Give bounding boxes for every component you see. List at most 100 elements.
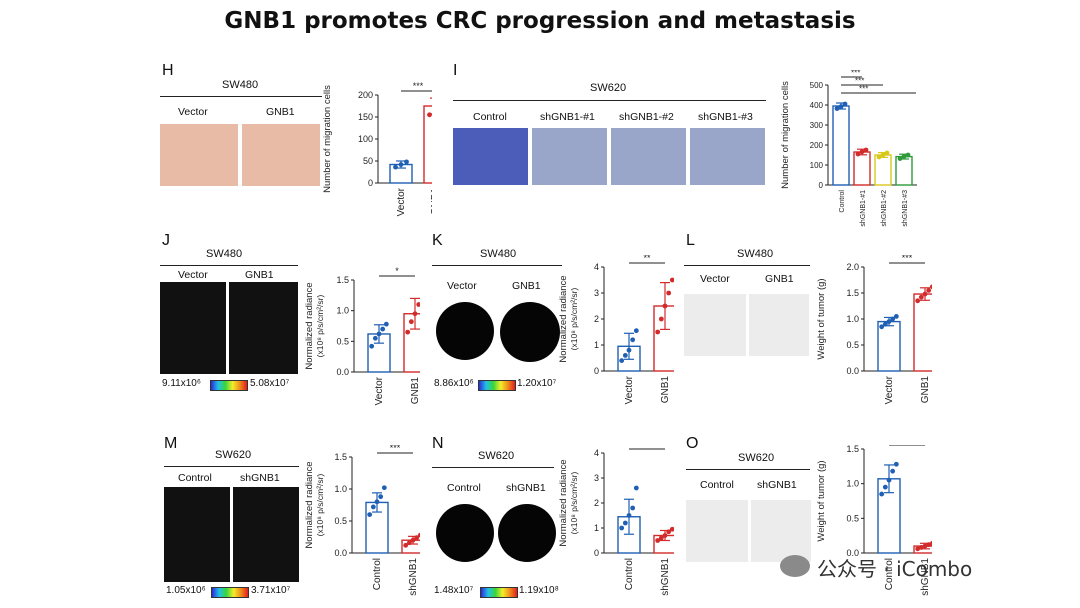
y-axis-label-h: Number of migration cells <box>322 85 333 193</box>
divider-o <box>686 469 810 470</box>
ex-vivo-image-vector <box>436 302 494 360</box>
data-point-o-0 <box>882 484 888 490</box>
y-tick-label-j: 1.0 <box>336 306 349 316</box>
x-tick-label-j-0: Vector <box>374 376 385 405</box>
y-tick-label-h: 50 <box>363 156 373 166</box>
group-label-i-3: shGNB1-#3 <box>698 111 753 123</box>
y-tick-label-n: 0 <box>594 548 599 558</box>
bar-chart-o: 0.0 0.5 1.0 1.5 Weight of tumor (g) Control sh… <box>816 445 932 596</box>
group-label-o-0: Control <box>700 479 734 491</box>
data-point-k-1 <box>669 277 674 283</box>
cell-line-n: SW620 <box>478 450 515 462</box>
transwell-image-gnb1 <box>242 124 320 186</box>
panel-label-i: I <box>453 62 458 79</box>
y-tick-label-k: 1 <box>594 340 599 350</box>
divider-i <box>453 100 766 101</box>
x-tick-label-l-0: Vector <box>884 375 895 404</box>
x-tick-label-j-1: GNB1 <box>410 377 420 405</box>
sig-label-h: *** <box>413 81 424 91</box>
y-axis-label-j: Normalized radiance <box>304 282 315 369</box>
data-point-k-0 <box>633 328 639 334</box>
x-tick-label-k-0: Vector <box>624 375 635 404</box>
data-point-i-1 <box>855 151 861 157</box>
data-point-j-0 <box>380 326 386 332</box>
data-point-j-1 <box>405 329 411 335</box>
bar-k-1 <box>653 305 674 372</box>
data-point-l-0 <box>879 324 885 330</box>
y-tick-label-k: 2 <box>594 314 599 324</box>
y-axis-unit-j: (x10⁸ p/s/cm²/sr) <box>315 295 325 358</box>
data-point-o-1 <box>918 545 924 550</box>
data-point-j-0 <box>383 321 389 327</box>
sig-label-i-2: *** <box>859 85 868 94</box>
y-tick-label-h: 100 <box>358 134 373 144</box>
data-point-j-0 <box>369 343 375 349</box>
bar-chart-n: 0 1 2 3 4 Normalized radiance (x10⁸ p/s/cm²/sr… <box>558 445 674 596</box>
data-point-l-1 <box>926 288 932 293</box>
data-point-k-1 <box>662 303 668 309</box>
data-point-m-0 <box>370 504 376 510</box>
data-point-i-2 <box>880 152 886 158</box>
group-label-h-1: GNB1 <box>266 106 295 118</box>
data-point-m-0 <box>367 512 373 517</box>
bar-chart-m: 0.0 0.5 1.0 1.5 Normalized radiance (x10⁸ p/s… <box>304 445 420 596</box>
group-label-l-1: GNB1 <box>765 273 794 285</box>
data-point-m-0 <box>378 494 384 500</box>
group-label-i-0: Control <box>473 111 507 123</box>
data-point-k-0 <box>622 353 628 358</box>
sig-label-i-1: *** <box>855 77 864 86</box>
y-tick-label-k: 0 <box>594 366 599 376</box>
data-point-k-1 <box>655 329 661 335</box>
y-tick-label-o: 0.5 <box>846 513 859 523</box>
ivis-image-control <box>164 487 230 582</box>
data-point-l-1 <box>929 284 932 290</box>
y-axis-unit-n: (x10⁸ p/s/cm²/sr) <box>569 472 579 535</box>
y-tick-label-h: 0 <box>368 178 373 188</box>
bar-h-1 <box>423 105 432 184</box>
colorbar-k <box>478 380 516 391</box>
divider-n <box>432 467 554 468</box>
data-point-i-0 <box>834 106 840 111</box>
bar-chart-h: 0 50 100 150 200 Number of migration cells Vec… <box>322 81 432 216</box>
data-point-l-0 <box>886 319 892 324</box>
x-tick-label-k-1: GNB1 <box>660 376 671 404</box>
x-tick-label-n-0: Control <box>624 558 635 590</box>
transwell-image-control <box>453 128 528 185</box>
x-tick-label-o-1: shGNB1 <box>920 558 931 596</box>
transwell-image-vector <box>160 124 238 186</box>
sig-label-j: * <box>395 266 399 276</box>
cell-line-l: SW480 <box>737 248 774 260</box>
x-tick-label-n-1: shGNB1 <box>660 558 671 596</box>
data-point-j-0 <box>376 331 382 337</box>
panel-label-m: M <box>164 435 178 452</box>
data-point-k-0 <box>626 347 632 353</box>
bar-i-3 <box>895 155 913 186</box>
data-point-i-1 <box>863 147 869 153</box>
scale-max-k: 1.20x10⁷ <box>517 378 557 389</box>
scale-max-m: 3.71x10⁷ <box>251 585 291 596</box>
data-point-m-0 <box>374 499 380 505</box>
data-point-k-0 <box>619 358 625 363</box>
y-tick-label-l: 2.0 <box>846 262 859 272</box>
scale-min-j: 9.11x10⁶ <box>162 378 201 389</box>
bar-n-1 <box>653 534 674 554</box>
x-tick-label-i-1: shGNB1-#1 <box>860 190 867 227</box>
data-point-o-1 <box>915 546 921 552</box>
bar-i-0 <box>832 105 850 186</box>
data-point-m-1 <box>406 540 412 546</box>
data-point-i-2 <box>876 154 882 160</box>
cell-line-i: SW620 <box>590 82 627 94</box>
y-tick-label-m: 0.0 <box>334 548 347 558</box>
data-point-n-1 <box>662 533 668 538</box>
ex-vivo-image-shgnb1 <box>498 504 556 562</box>
data-point-j-0 <box>372 335 378 341</box>
data-point-n-0 <box>619 525 625 531</box>
data-point-h-1 <box>427 112 432 118</box>
data-point-j-1 <box>412 311 418 317</box>
y-tick-label-i: 0 <box>819 181 824 190</box>
cell-line-k: SW480 <box>480 248 517 260</box>
y-tick-label-m: 0.5 <box>334 516 347 526</box>
x-tick-label-m-0: Control <box>372 558 383 590</box>
divider-m <box>164 466 299 467</box>
watermark-text: 公众号 · iCombo <box>817 557 973 581</box>
